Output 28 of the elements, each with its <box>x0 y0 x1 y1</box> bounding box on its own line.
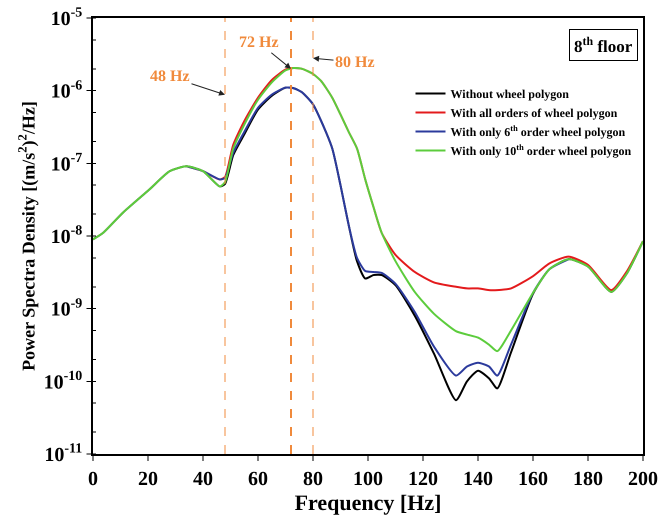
legend-label: Without wheel polygon <box>450 87 570 102</box>
y-tick-label: 10$^{-8}$ <box>50 224 82 248</box>
y-tick-label: 10$^{-5}$ <box>50 6 82 30</box>
x-tick-label: 60 <box>248 468 268 490</box>
x-tick-label: 40 <box>193 468 213 490</box>
x-tick-label: 80 <box>303 468 323 490</box>
y-tick-label: 10$^{-10}$ <box>44 368 82 394</box>
annotation: 72 Hz <box>239 34 279 51</box>
x-tick-label: 140 <box>463 468 493 490</box>
annotation: 48 Hz <box>150 68 190 85</box>
y-tick-label: 10$^{-6}$ <box>50 78 82 103</box>
y-tick-label: 10$^{-7}$ <box>50 150 82 176</box>
x-tick-label: 120 <box>408 468 438 490</box>
annotation: 80 Hz <box>335 54 375 71</box>
y-tick-label: 10$^{-11}$ <box>44 442 82 466</box>
legend-label: With only 6$^{th}$ order wheel polygon <box>450 124 626 140</box>
x-tick-label: 0 <box>88 468 98 490</box>
x-tick-label: 100 <box>353 468 383 490</box>
legend-label: With only 10$^{th}$ order wheel polygon <box>450 143 632 158</box>
x-tick-label: 200 <box>628 468 658 490</box>
x-axis-title: Frequency [Hz] <box>294 490 442 516</box>
x-tick-label: 20 <box>138 468 158 490</box>
annotation: 8$^{th}$ floor <box>574 34 633 56</box>
legend-label: With all orders of wheel polygon <box>450 106 618 120</box>
line-series <box>93 67 643 352</box>
x-tick-label: 180 <box>573 468 603 490</box>
y-tick-label: 10$^{-9}$ <box>50 296 82 321</box>
x-tick-label: 160 <box>518 468 548 490</box>
